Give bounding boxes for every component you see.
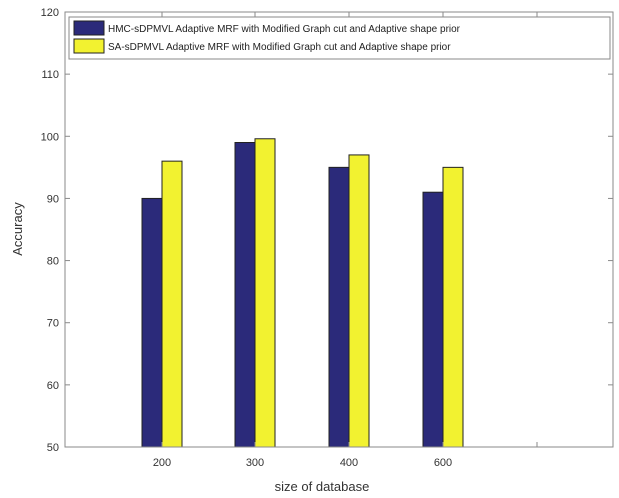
x-tick-label: 600 [434, 457, 452, 469]
ticks-group: 50 60 70 80 90 100 110 120 200 300 400 600 [41, 7, 613, 469]
legend-label-2: SA-sDPMVL Adaptive MRF with Modified Gra… [108, 42, 451, 53]
y-tick-label: 60 [47, 380, 59, 392]
legend-label-1: HMC-sDPMVL Adaptive MRF with Modified Gr… [108, 24, 461, 35]
bar-series-1-600 [422, 191, 444, 448]
y-tick-label: 100 [41, 131, 59, 143]
bar-series-1-400 [328, 166, 350, 448]
bars-group [141, 138, 464, 448]
y-tick-label: 120 [41, 7, 59, 19]
x-tick-label: 400 [340, 457, 358, 469]
y-tick-label: 50 [47, 442, 59, 454]
x-axis-label: size of database [275, 479, 370, 494]
bar-series-2-300 [254, 138, 276, 448]
legend-swatch-2 [73, 38, 105, 54]
legend: HMC-sDPMVL Adaptive MRF with Modified Gr… [68, 16, 611, 60]
axes-group [64, 11, 614, 448]
y-tick-label: 80 [47, 256, 59, 268]
bar-series-1-200 [141, 197, 163, 448]
legend-swatch-1 [73, 20, 105, 36]
legend-box [68, 16, 611, 60]
bar-series-2-200 [161, 160, 183, 448]
y-tick-label: 110 [41, 69, 59, 81]
bar-series-2-600 [442, 166, 464, 448]
x-tick-label: 300 [246, 457, 264, 469]
y-axis-label: Accuracy [10, 202, 25, 256]
y-tick-label: 70 [47, 318, 59, 330]
y-tick-label: 90 [47, 193, 59, 205]
plot-area-frame [64, 11, 614, 448]
x-tick-label: 200 [153, 457, 171, 469]
bar-series-2-400 [348, 154, 370, 448]
bar-series-1-300 [234, 142, 256, 448]
